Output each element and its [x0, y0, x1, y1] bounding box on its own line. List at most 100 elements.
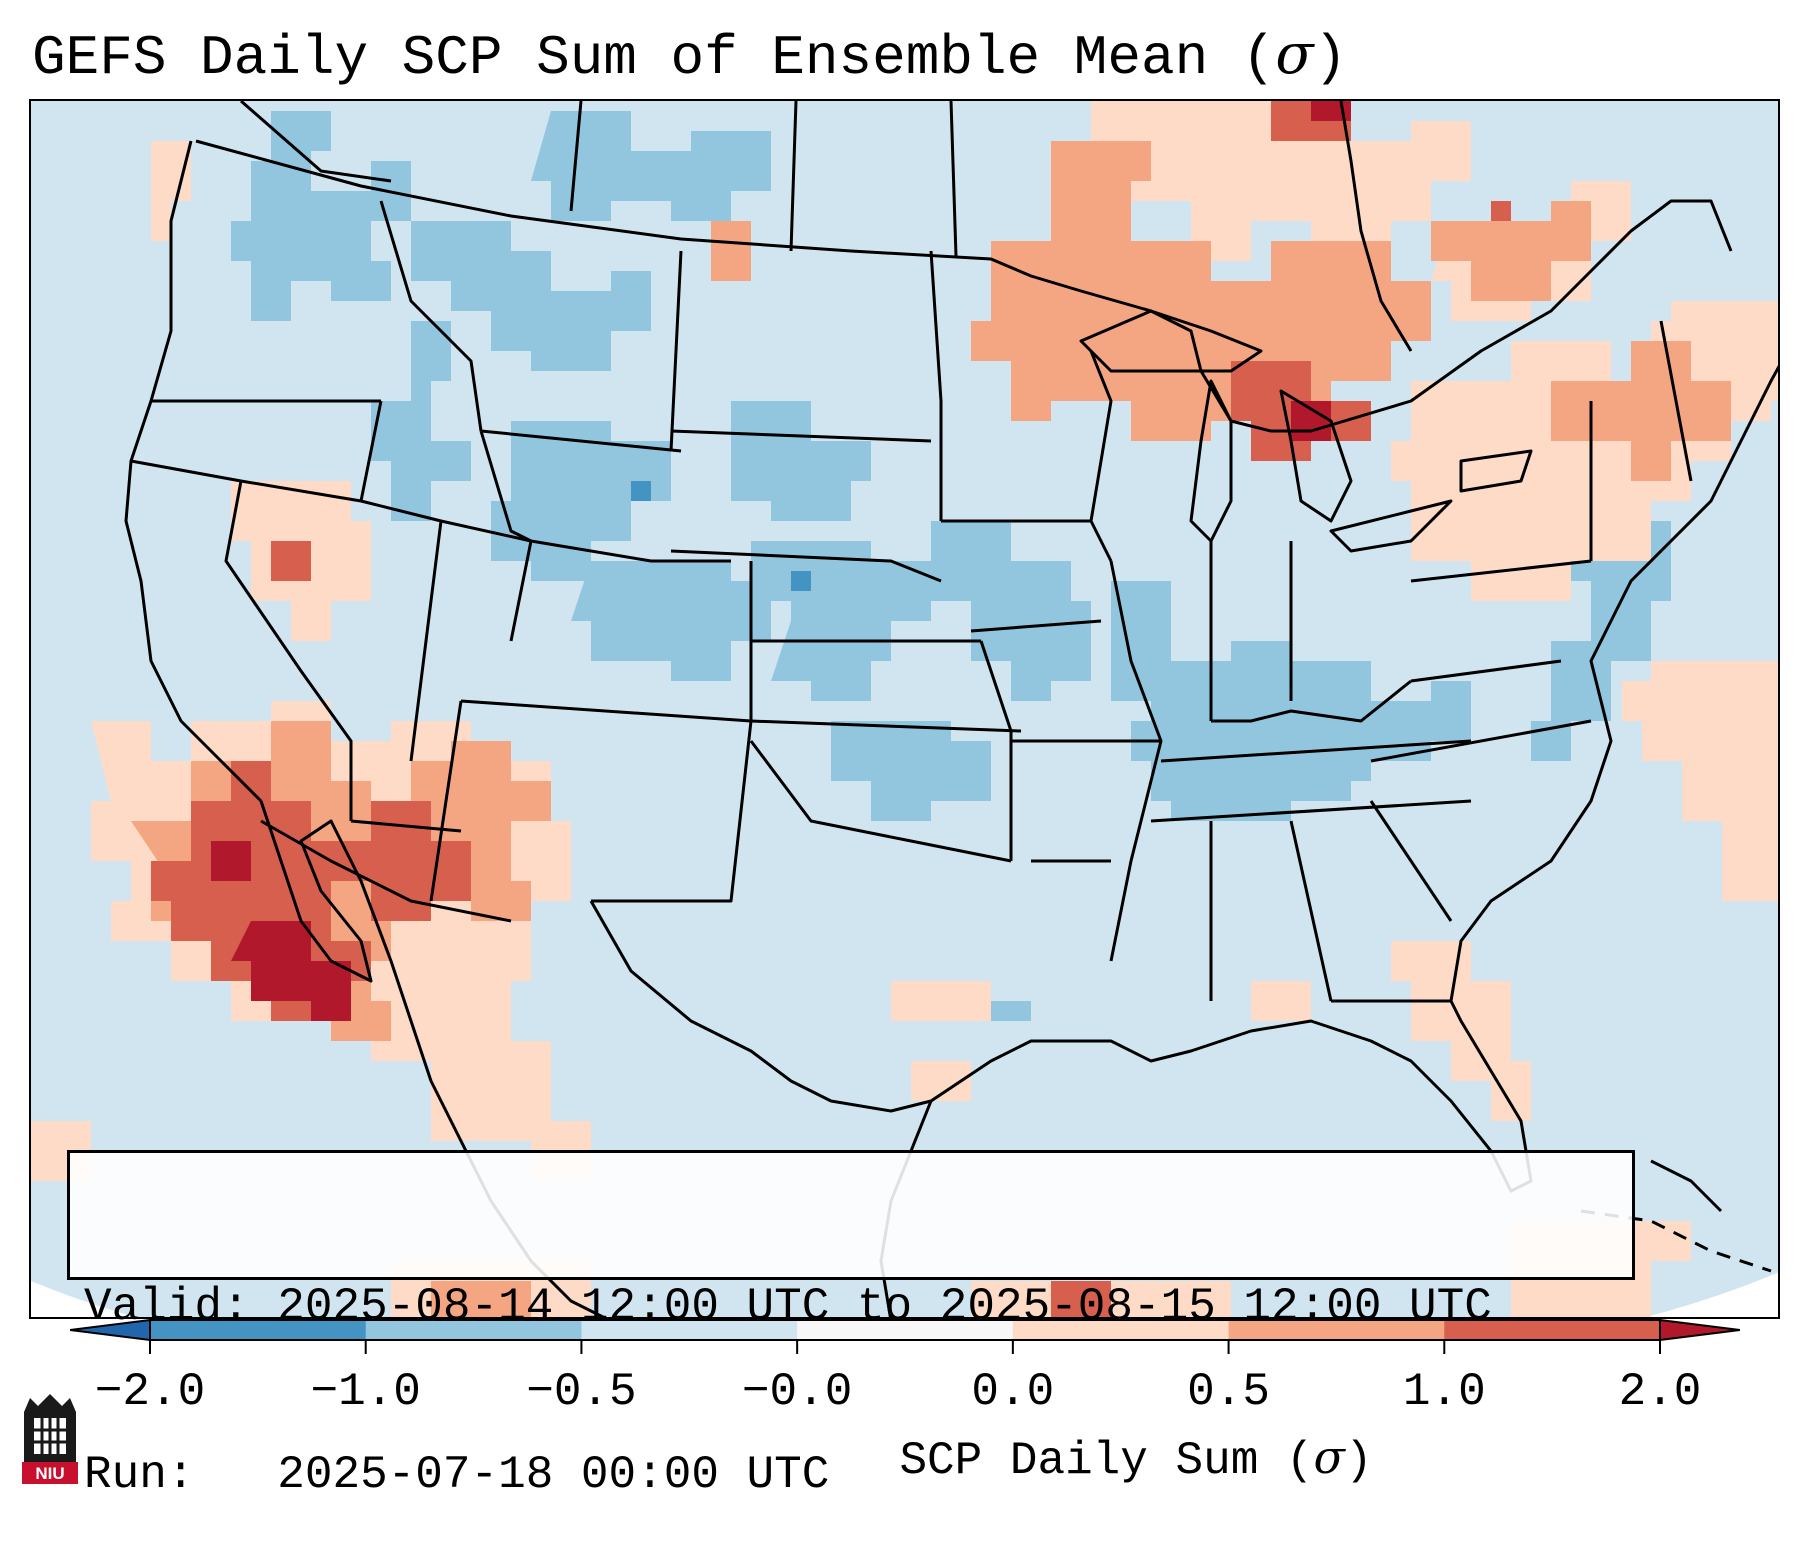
state-border-wy-co	[530, 539, 731, 563]
state-border-az-nm	[429, 700, 463, 902]
colorbar-under-arrow	[70, 1318, 151, 1342]
salmon-patch-northeast	[1391, 321, 1771, 601]
colorbar-segment	[797, 1320, 1014, 1340]
colorbar-tick-label: −0.5	[526, 1366, 637, 1418]
salmon-patch-pacific-nw	[151, 141, 191, 241]
salmon-patch-canada-east	[1091, 101, 1471, 261]
province-border-sk-mb	[789, 101, 798, 252]
blue-patch-iowa-missouri	[931, 521, 1091, 701]
salmon-patch-maritimes	[1671, 301, 1778, 401]
colorbar-tick-label: 0.5	[1187, 1366, 1270, 1418]
salmon-patch-yucatan	[911, 1061, 971, 1101]
state-border-id-mt	[379, 200, 483, 432]
darkred-patch-sonora	[231, 921, 351, 1021]
blue-patch-idaho	[371, 321, 471, 521]
state-border-mississippi-river	[1109, 560, 1163, 962]
colorbar-over-arrow	[1659, 1318, 1740, 1342]
coast-pacific-nw	[124, 140, 263, 803]
coast-atlantic	[1449, 365, 1778, 1002]
colorbar-segment	[150, 1320, 367, 1340]
blue-patch-kansas	[771, 621, 891, 701]
orange-patch-canada-north	[1051, 141, 1151, 221]
run-row: Run: 2025-07-18 00:00 UTC	[84, 1447, 1618, 1503]
blue-patch-colorado	[571, 561, 771, 681]
state-border-ga-sc	[1369, 800, 1453, 922]
colorbar-segment	[365, 1320, 582, 1340]
orange-patch-northeast-canada	[1431, 201, 1591, 301]
colorbar-tick-label: 2.0	[1618, 1366, 1702, 1418]
province-border-bc-ab	[240, 101, 392, 183]
valid-run-infobox: Valid: 2025-08-14 12:00 UTC to 2025-08-1…	[67, 1150, 1635, 1501]
blue-patch-dakotas	[731, 401, 871, 521]
state-border-sd-ne	[670, 549, 942, 583]
orange-patch-great-lakes	[971, 201, 1431, 441]
colorbar-label: SCP Daily Sum (σ)	[899, 1430, 1372, 1487]
niu-logo: NIU	[22, 1394, 78, 1484]
colorbar-tick-label: −1.0	[310, 1366, 421, 1418]
state-border-ks-ok	[750, 719, 1022, 733]
orange-patch-mexico-south	[431, 1281, 531, 1317]
state-border-nd-mn	[929, 250, 943, 521]
lake-michigan	[1189, 379, 1233, 543]
red-patch-arizona	[351, 801, 471, 921]
red-patch-nevada	[271, 541, 311, 581]
lake-huron	[1279, 389, 1353, 523]
salmon-patch-gulf-east	[1251, 981, 1311, 1021]
state-border-id-wy	[479, 430, 532, 543]
colorbar-ticks	[149, 1340, 1661, 1354]
lake-superior	[1079, 309, 1263, 373]
red-patch-gulf-california	[151, 761, 371, 1021]
state-border-nm-tx	[591, 720, 753, 903]
colorbar-label-sigma: σ	[1313, 1430, 1345, 1484]
colorbar-tick-label: 1.0	[1402, 1366, 1486, 1418]
state-border-id-or	[359, 400, 383, 502]
salmon-patch-mexico-south	[431, 1081, 511, 1141]
run-label: Run:	[84, 1449, 195, 1501]
state-border-pa-ny	[1410, 559, 1592, 583]
island-hispaniola	[1650, 1159, 1723, 1213]
salmon-patch-florida	[1391, 941, 1531, 1121]
colorbar-tick-label: −0.0	[741, 1366, 853, 1418]
darkred-patch-baja	[211, 841, 251, 881]
colorbar-tick-label: 0.0	[971, 1366, 1055, 1418]
state-border-tn-ms-al	[1150, 799, 1472, 823]
colorbar-tick-label: −2.0	[94, 1366, 206, 1418]
state-border-nh-me	[1659, 320, 1693, 482]
lake-erie	[1329, 499, 1453, 553]
colorbar-segment	[1012, 1320, 1230, 1340]
title-text: GEFS Daily SCP Sum of Ensemble Mean (	[32, 26, 1276, 90]
us-canada-border	[195, 139, 1733, 433]
red-patch-quebec	[1491, 201, 1511, 221]
colorbar	[70, 1318, 1740, 1354]
state-border-mn-wi	[1089, 350, 1113, 562]
province-border-mb-on	[949, 101, 958, 257]
lake-ontario	[1459, 449, 1533, 493]
state-border-mt-nd	[669, 250, 683, 452]
state-border-ut-co	[440, 519, 533, 642]
blue-patch-illinois	[1111, 581, 1171, 701]
colorbar-label-text: SCP Daily Sum (	[899, 1435, 1314, 1487]
colorbar-label-close: )	[1344, 1435, 1373, 1487]
orange-patch-canada-south	[711, 221, 751, 281]
state-border-ok-tx	[749, 740, 1012, 863]
blue-patch-montana	[411, 221, 651, 371]
state-border-nm-co	[460, 699, 752, 723]
state-border-nc-va	[1370, 719, 1592, 763]
colorbar-segment	[1228, 1320, 1445, 1340]
state-border-az-mx	[260, 819, 512, 923]
blue-patch-nebraska	[751, 541, 931, 641]
colorbar-segment	[1444, 1320, 1661, 1340]
state-border-ia-mo	[970, 619, 1102, 633]
state-border-mt-wy	[480, 429, 682, 453]
map-svg	[31, 101, 1778, 1317]
blue-patch-gulf	[991, 1001, 1031, 1021]
orange-patch-atlantic	[1551, 341, 1731, 481]
state-border-nd-sd	[670, 429, 932, 443]
salmon-patch-atlantic-far	[1622, 661, 1778, 901]
chart-title: GEFS Daily SCP Sum of Ensemble Mean (σ)	[32, 22, 1347, 90]
niu-logo-text: NIU	[35, 1464, 64, 1483]
state-border-al-ga	[1289, 820, 1333, 1002]
province-border-on-qc	[1339, 101, 1413, 352]
blue-patch-canada-north	[531, 111, 771, 221]
red-patch-caribbean	[1051, 1281, 1111, 1317]
